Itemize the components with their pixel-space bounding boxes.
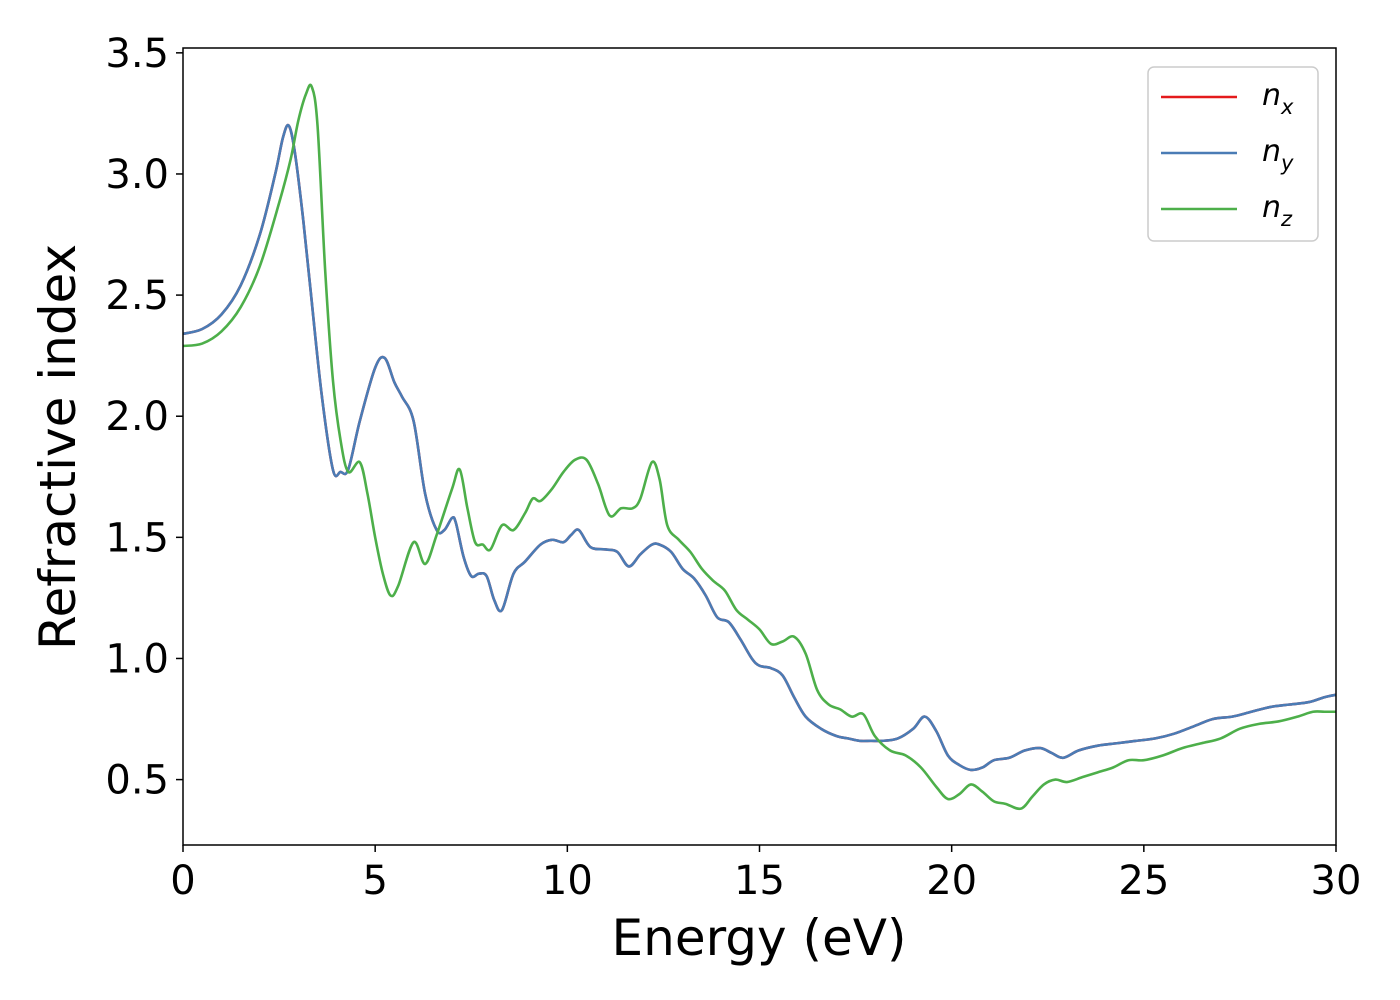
- x-tick-label: 0: [170, 858, 195, 904]
- series-line-n-y: [183, 123, 1336, 772]
- x-tick-label: 20: [926, 858, 977, 904]
- series-line-n-z: [183, 83, 1336, 811]
- x-tick-label: 5: [362, 858, 387, 904]
- x-axis-ticks: 0 5 10 15 20 25 30: [170, 845, 1361, 904]
- y-axis-ticks: 0.5 1.0 1.5 2.0 2.5 3.0 3.5: [105, 31, 183, 804]
- y-tick-label: 1.0: [105, 636, 169, 682]
- y-tick-label: 2.5: [105, 273, 169, 319]
- y-tick-label: 1.5: [105, 515, 169, 561]
- y-tick-label: 2.0: [105, 394, 169, 440]
- series-layer: [183, 83, 1336, 811]
- x-tick-label: 10: [542, 858, 593, 904]
- x-tick-label: 15: [734, 858, 785, 904]
- x-tick-label: 25: [1118, 858, 1169, 904]
- y-tick-label: 3.5: [105, 31, 169, 77]
- y-tick-label: 3.0: [105, 152, 169, 198]
- y-axis-label: Refractive index: [29, 244, 87, 650]
- x-tick-label: 30: [1311, 858, 1362, 904]
- y-tick-label: 0.5: [105, 758, 169, 804]
- x-axis-label: Energy (eV): [612, 909, 907, 967]
